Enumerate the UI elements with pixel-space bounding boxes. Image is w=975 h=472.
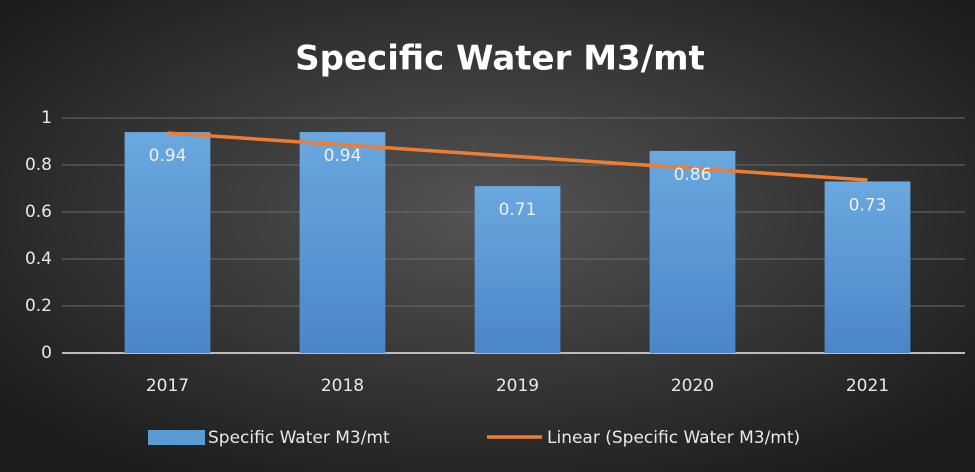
bar [124, 132, 211, 353]
data-label: 0.94 [324, 146, 362, 166]
x-tick-label: 2020 [671, 376, 714, 396]
bar [299, 132, 386, 353]
legend-swatch [148, 430, 205, 445]
data-label: 0.86 [674, 165, 712, 185]
data-label: 0.71 [499, 200, 537, 220]
data-label: 0.73 [849, 195, 887, 215]
x-tick-label: 2019 [496, 376, 539, 396]
legend-label: Linear (Specific Water M3/mt) [547, 428, 800, 448]
labels: 0 0.2 0.4 0.6 0.8 1 2017 2018 2019 2020 2021 0.94 0.… [25, 108, 889, 448]
bar [649, 150, 736, 353]
x-tick-label: 2018 [321, 376, 364, 396]
y-tick-label: 0.4 [25, 249, 52, 269]
bar [474, 186, 561, 353]
x-tick-label: 2021 [846, 376, 889, 396]
legend-label: Specific Water M3/mt [208, 428, 390, 448]
x-tick-label: 2017 [146, 376, 189, 396]
y-tick-label: 0.8 [25, 155, 52, 175]
y-tick-label: 0 [41, 343, 52, 363]
bar [824, 181, 911, 353]
marks [124, 131, 911, 353]
y-tick-label: 0.2 [25, 296, 52, 316]
y-tick-label: 0.6 [25, 202, 52, 222]
chart-title: Specific Water M3/mt [295, 39, 705, 79]
trendline [167, 131, 868, 182]
data-label: 0.94 [149, 146, 187, 166]
y-tick-label: 1 [41, 108, 52, 128]
